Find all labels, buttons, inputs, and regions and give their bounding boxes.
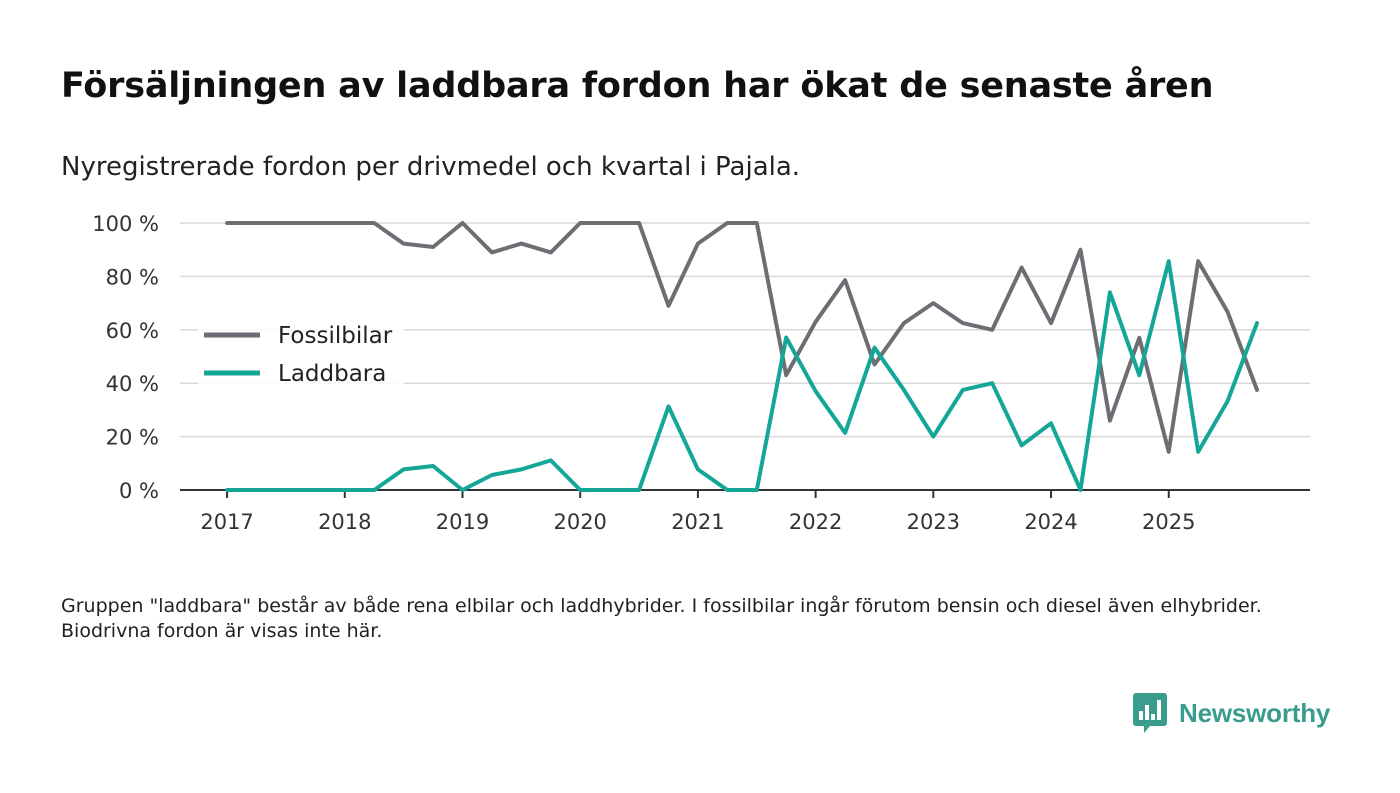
x-tick-label: 2018 — [318, 510, 371, 534]
x-tick-label: 2020 — [553, 510, 606, 534]
x-tick-label: 2021 — [671, 510, 724, 534]
legend-label: Laddbara — [278, 361, 386, 387]
newsworthy-logo[interactable]: Newsworthy — [1133, 692, 1330, 734]
x-tick-label: 2022 — [789, 510, 842, 534]
x-tick-label: 2023 — [907, 510, 960, 534]
line-chart: 0 % 20 % 40 % 60 % 80 % 100 % 2017 2018 2019 202… — [92, 212, 1310, 534]
x-tick-label: 2025 — [1142, 510, 1195, 534]
y-tick-label: 80 % — [106, 265, 159, 289]
chart-subtitle: Nyregistrerade fordon per drivmedel och … — [61, 152, 801, 182]
bar-chart-speech-bubble-icon — [1133, 693, 1167, 733]
x-tick-label: 2019 — [436, 510, 489, 534]
chart-title: Försäljningen av laddbara fordon har öka… — [61, 66, 1214, 106]
x-tick-label: 2017 — [200, 510, 253, 534]
series-line-fossilbilar — [225, 221, 1259, 454]
legend: Fossilbilar Laddbara — [198, 318, 404, 388]
x-tick-label: 2024 — [1024, 510, 1077, 534]
y-tick-label: 0 % — [119, 479, 159, 503]
y-tick-label: 20 % — [106, 426, 159, 450]
footnote: Gruppen "laddbara" består av både rena e… — [61, 595, 1262, 642]
y-tick-label: 100 % — [92, 212, 159, 236]
legend-background — [198, 318, 404, 388]
brand-name: Newsworthy — [1179, 697, 1331, 728]
y-tick-label: 60 % — [106, 319, 159, 343]
legend-label: Fossilbilar — [278, 323, 393, 349]
series-line-laddbara — [225, 259, 1259, 492]
y-tick-label: 40 % — [106, 372, 159, 396]
y-axis-labels: 0 % 20 % 40 % 60 % 80 % 100 % — [92, 212, 159, 503]
x-axis: 2017 2018 2019 2020 2021 2022 2023 2024 2025 — [180, 489, 1310, 534]
series-lines — [225, 221, 1259, 492]
